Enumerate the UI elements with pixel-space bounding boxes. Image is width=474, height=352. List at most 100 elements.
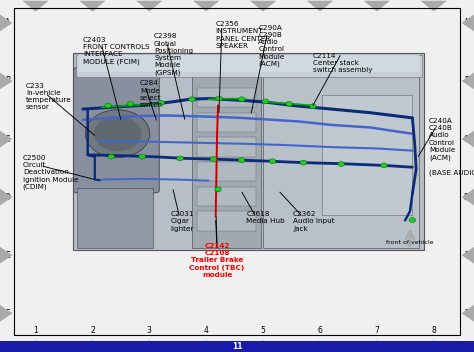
Text: C2403
FRONT CONTROLS
INTERFACE
MODULE (FCIM): C2403 FRONT CONTROLS INTERFACE MODULE (F… bbox=[83, 37, 150, 65]
Polygon shape bbox=[0, 305, 12, 322]
Text: 6: 6 bbox=[318, 326, 322, 335]
Text: front of vehicle: front of vehicle bbox=[386, 240, 434, 245]
Polygon shape bbox=[462, 247, 474, 264]
Text: C240A
C240B
Audio
Control
Module
(ACM)

(BASE AUDIO): C240A C240B Audio Control Module (ACM) (… bbox=[429, 118, 474, 176]
Polygon shape bbox=[307, 340, 333, 351]
Circle shape bbox=[238, 158, 245, 163]
Text: 1: 1 bbox=[33, 2, 38, 12]
Polygon shape bbox=[250, 1, 276, 12]
Bar bbox=[78, 55, 419, 72]
Text: D: D bbox=[5, 193, 10, 202]
Polygon shape bbox=[250, 340, 276, 351]
Circle shape bbox=[269, 159, 276, 164]
Polygon shape bbox=[136, 340, 163, 351]
Text: C2500
Circuit
Deactivation
Ignition Module
(CDIM): C2500 Circuit Deactivation Ignition Modu… bbox=[23, 155, 78, 190]
Text: C: C bbox=[464, 134, 469, 144]
Polygon shape bbox=[193, 1, 219, 12]
Circle shape bbox=[238, 97, 245, 102]
Text: 2: 2 bbox=[90, 326, 95, 335]
Text: C284
Mode
select
switch: C284 Mode select switch bbox=[140, 80, 163, 108]
Bar bbox=[73, 53, 424, 250]
Text: 7: 7 bbox=[374, 326, 379, 335]
Polygon shape bbox=[420, 340, 447, 351]
FancyBboxPatch shape bbox=[73, 68, 159, 193]
Polygon shape bbox=[0, 131, 12, 147]
Polygon shape bbox=[136, 1, 163, 12]
Polygon shape bbox=[364, 1, 390, 12]
Polygon shape bbox=[462, 305, 474, 322]
Polygon shape bbox=[0, 189, 12, 206]
Circle shape bbox=[158, 100, 164, 105]
Text: 7: 7 bbox=[374, 2, 379, 12]
Circle shape bbox=[381, 163, 387, 168]
Bar bbox=[76, 55, 422, 77]
Polygon shape bbox=[364, 340, 390, 351]
Polygon shape bbox=[462, 73, 474, 89]
Circle shape bbox=[85, 110, 150, 158]
Bar bbox=[263, 69, 419, 248]
Text: 3: 3 bbox=[147, 2, 152, 12]
Circle shape bbox=[94, 116, 141, 151]
Text: C: C bbox=[5, 134, 10, 144]
Text: E: E bbox=[464, 251, 469, 260]
Circle shape bbox=[127, 101, 134, 106]
Bar bbox=[197, 137, 256, 157]
Polygon shape bbox=[0, 14, 12, 31]
Polygon shape bbox=[79, 340, 106, 351]
Polygon shape bbox=[79, 1, 106, 12]
Bar bbox=[322, 95, 412, 215]
Text: 5: 5 bbox=[261, 2, 265, 12]
Text: C3618
Media Hub: C3618 Media Hub bbox=[246, 211, 285, 225]
Text: 8: 8 bbox=[431, 326, 436, 335]
Text: D: D bbox=[464, 193, 469, 202]
Circle shape bbox=[286, 101, 292, 106]
Polygon shape bbox=[420, 1, 447, 12]
Circle shape bbox=[189, 97, 195, 102]
Text: C2356
INSTRUMENT
PANEL CENTER
SPEAKER: C2356 INSTRUMENT PANEL CENTER SPEAKER bbox=[216, 21, 270, 49]
Text: E: E bbox=[5, 251, 10, 260]
Text: A: A bbox=[5, 18, 10, 27]
Text: 4: 4 bbox=[204, 326, 209, 335]
Text: C2362
Audio Input
Jack: C2362 Audio Input Jack bbox=[293, 211, 335, 232]
Circle shape bbox=[108, 154, 115, 159]
Circle shape bbox=[409, 218, 416, 222]
Bar bbox=[197, 211, 256, 231]
Circle shape bbox=[300, 160, 307, 165]
Text: F: F bbox=[5, 309, 10, 318]
Circle shape bbox=[139, 154, 146, 159]
Bar bbox=[0, 341, 474, 352]
Circle shape bbox=[338, 162, 345, 166]
Text: 4: 4 bbox=[204, 2, 209, 12]
Circle shape bbox=[105, 103, 111, 108]
Text: 2: 2 bbox=[90, 2, 95, 12]
Polygon shape bbox=[0, 73, 12, 89]
Bar bbox=[197, 88, 256, 107]
Circle shape bbox=[215, 187, 221, 192]
Text: B: B bbox=[464, 76, 469, 86]
Text: C2398
Global
Positioning
System
Module
(GPSM): C2398 Global Positioning System Module (… bbox=[154, 33, 193, 76]
Polygon shape bbox=[462, 131, 474, 147]
Bar bbox=[197, 113, 256, 132]
Polygon shape bbox=[0, 247, 12, 264]
Bar bbox=[197, 187, 256, 206]
Polygon shape bbox=[462, 189, 474, 206]
Polygon shape bbox=[22, 1, 49, 12]
Polygon shape bbox=[193, 340, 219, 351]
Text: F: F bbox=[464, 309, 469, 318]
Text: B: B bbox=[5, 76, 10, 86]
Text: C2031
Cigar
lighter: C2031 Cigar lighter bbox=[171, 211, 194, 232]
Bar bbox=[197, 162, 256, 181]
Polygon shape bbox=[22, 340, 49, 351]
Bar bbox=[77, 188, 153, 248]
Text: C2114
Center stack
switch assembly: C2114 Center stack switch assembly bbox=[313, 53, 373, 73]
Text: 5: 5 bbox=[261, 326, 265, 335]
Text: C233
In-vehicle
temperature
sensor: C233 In-vehicle temperature sensor bbox=[26, 83, 72, 111]
Text: 8: 8 bbox=[431, 2, 436, 12]
Bar bbox=[192, 69, 261, 248]
Text: 11: 11 bbox=[232, 342, 242, 351]
Polygon shape bbox=[307, 1, 333, 12]
Circle shape bbox=[262, 99, 269, 104]
Text: 1: 1 bbox=[33, 326, 38, 335]
Circle shape bbox=[310, 104, 316, 109]
Polygon shape bbox=[462, 14, 474, 31]
